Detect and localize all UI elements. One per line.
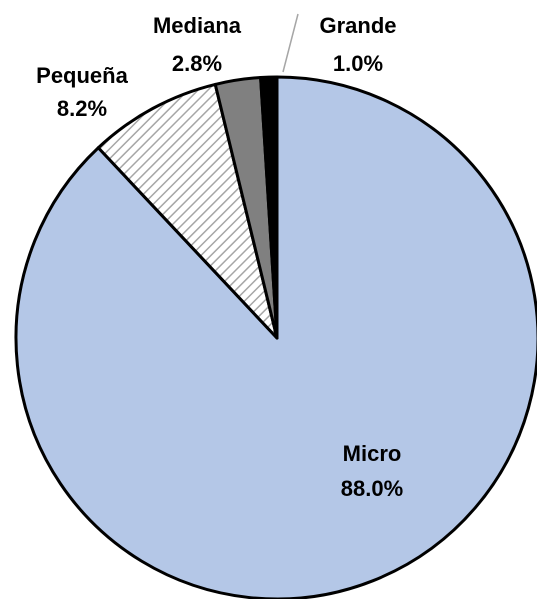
value-label: 8.2% xyxy=(57,96,107,121)
value-label: 2.8% xyxy=(172,51,222,76)
pie-slice xyxy=(259,75,279,340)
slices xyxy=(14,75,537,599)
category-label: Mediana xyxy=(153,13,242,38)
value-label: 1.0% xyxy=(333,51,383,76)
category-label: Micro xyxy=(343,441,402,466)
category-label: Grande xyxy=(319,13,396,38)
pie-slice xyxy=(96,82,279,340)
value-label: 88.0% xyxy=(341,476,403,501)
category-label: Pequeña xyxy=(36,63,128,88)
leader-line xyxy=(282,13,299,73)
